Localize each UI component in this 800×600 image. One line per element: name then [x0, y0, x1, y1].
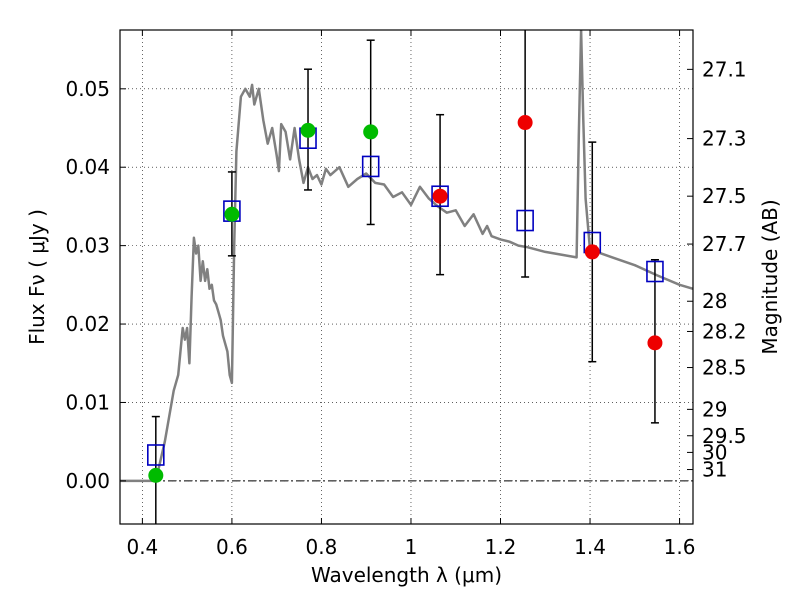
x-tick-label: 0.4	[126, 535, 158, 559]
x-axis-label: Wavelength λ (μm)	[311, 563, 502, 587]
x-tick-label: 0.8	[306, 535, 338, 559]
plot-frame	[119, 29, 694, 525]
y2-tick-label: 27.1	[702, 57, 747, 81]
y-tick-label: 0.04	[65, 155, 110, 179]
y-tick-label: 0.05	[65, 77, 110, 101]
data-markers	[147, 115, 664, 483]
y2-tick-label: 27.7	[702, 232, 747, 256]
data-square-marker	[361, 155, 380, 178]
data-circle-marker	[148, 467, 164, 483]
y2-tick-label: 28.5	[702, 356, 747, 380]
x-tick-label: 1.4	[574, 535, 606, 559]
data-circle-marker	[224, 206, 240, 222]
y-axis-label: Flux Fν ( μJy )	[25, 209, 49, 345]
x-tick-label: 1.6	[664, 535, 696, 559]
axis-ticks: 0.4 0.6 0.8 1 1.2 1.4 1.6 0.00 0.01 0.02 0.03 0.04 0…	[65, 30, 747, 559]
y-tick-label: 0.00	[65, 469, 110, 493]
data-circle-marker	[363, 124, 379, 140]
y2-tick-label: 30	[702, 440, 727, 464]
data-square-marker	[516, 209, 534, 232]
data-circle-marker	[300, 122, 316, 138]
y2-tick-label: 29	[702, 397, 727, 421]
y-tick-label: 0.03	[65, 234, 110, 258]
y2-tick-label: 27.3	[702, 127, 747, 151]
x-tick-label: 1	[405, 535, 418, 559]
data-circle-marker	[517, 115, 533, 131]
y-tick-label: 0.01	[65, 390, 110, 414]
data-circle-marker	[432, 188, 448, 204]
x-tick-label: 1.2	[485, 535, 517, 559]
y-tick-label: 0.02	[65, 312, 110, 336]
data-circle-marker	[584, 244, 600, 260]
y2-tick-label: 28.2	[702, 319, 747, 343]
y2-axis-label: Magnitude (AB)	[758, 199, 782, 354]
data-square-marker	[646, 260, 664, 283]
y2-tick-label: 29.5	[702, 424, 747, 448]
data-circle-marker	[647, 335, 663, 351]
y2-tick-label: 27.5	[702, 184, 747, 208]
y2-tick-label: 28	[702, 289, 727, 313]
x-tick-label: 0.6	[216, 535, 248, 559]
y2-tick-label: 31	[702, 458, 727, 482]
data-square-marker	[147, 444, 165, 466]
data-square-marker	[431, 185, 449, 208]
model-spectrum-line	[120, 30, 693, 483]
